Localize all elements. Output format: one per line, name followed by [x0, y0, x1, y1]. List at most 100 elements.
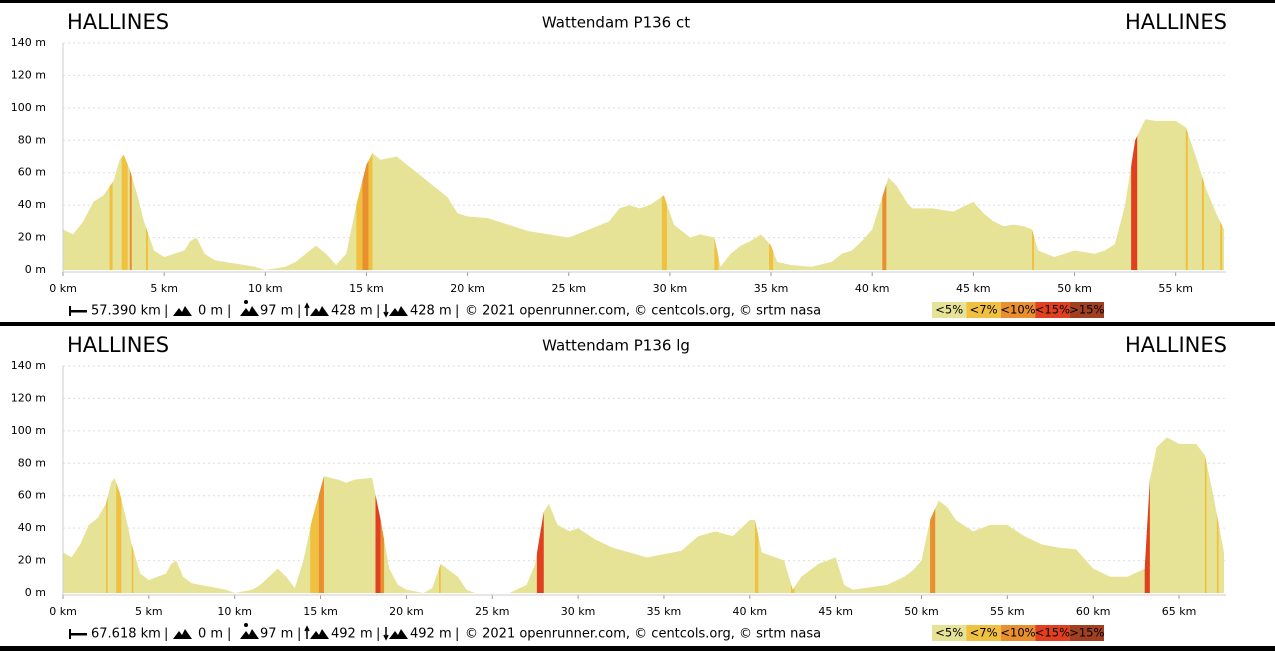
credit: © 2021 openrunner.com, © centcols.org, ©… — [465, 304, 821, 319]
y-tick-label: 120 m — [11, 391, 46, 404]
start-label: HALLINES — [67, 333, 169, 357]
legend-label: <15% — [1035, 626, 1070, 640]
legend-swatch — [932, 302, 967, 318]
icon-part — [304, 302, 310, 316]
icon — [69, 306, 87, 316]
legend-label: <5% — [935, 303, 963, 317]
x-tick-label: 45 km — [818, 605, 853, 618]
icon-part — [304, 625, 310, 639]
grade-section — [368, 149, 373, 270]
grade-section — [661, 192, 667, 270]
legend-label: <7% — [970, 626, 998, 640]
credit: © 2021 openrunner.com, © centcols.org, ©… — [465, 627, 821, 642]
grade-section — [882, 180, 887, 270]
separator: | — [455, 627, 459, 642]
y-tick-label: 120 m — [11, 68, 46, 81]
grade-section — [930, 504, 936, 593]
grade-section — [1204, 451, 1207, 593]
border — [0, 322, 1275, 326]
min-elevation: 0 m — [198, 627, 223, 642]
icon-part — [310, 629, 329, 639]
grade-section — [131, 540, 134, 593]
y-tick-label: 20 m — [18, 554, 46, 567]
icon-part — [240, 306, 259, 316]
separator: | — [227, 627, 231, 642]
grade-section — [1201, 171, 1204, 270]
legend-label: <15% — [1035, 303, 1070, 317]
icon-part — [383, 304, 389, 318]
grade-section — [1185, 123, 1188, 270]
icon-part — [69, 633, 87, 636]
grade-section — [362, 156, 369, 270]
icon-part — [389, 306, 408, 316]
grade-section — [1216, 510, 1219, 593]
max-elevation: 97 m — [260, 627, 293, 642]
x-tick-label: 10 km — [217, 605, 252, 618]
y-tick-label: 80 m — [18, 456, 46, 469]
x-tick-label: 0 km — [49, 282, 77, 295]
grade-section — [714, 233, 719, 270]
end-label: HALLINES — [1125, 333, 1227, 357]
x-tick-label: 30 km — [653, 282, 688, 295]
legend-label: >15% — [1069, 303, 1104, 317]
separator: | — [376, 627, 380, 642]
grade-section — [1131, 132, 1138, 270]
grade-section — [380, 516, 385, 593]
grade-section — [121, 153, 128, 270]
icon — [304, 625, 329, 639]
climb: 492 m — [331, 627, 373, 642]
icon-part — [389, 629, 408, 639]
x-tick-label: 40 km — [855, 282, 890, 295]
grade-section — [536, 507, 544, 593]
separator: | — [297, 627, 301, 642]
grade-section — [754, 516, 759, 593]
legend-label: <10% — [1000, 303, 1035, 317]
y-tick-label: 20 m — [18, 231, 46, 244]
border — [0, 0, 1275, 3]
x-tick-label: 10 km — [248, 282, 283, 295]
x-tick-label: 30 km — [561, 605, 596, 618]
grade-section — [791, 579, 795, 593]
grade-section — [769, 239, 774, 270]
grade-section — [439, 559, 441, 593]
x-tick-label: 20 km — [450, 282, 485, 295]
x-tick-label: 5 km — [150, 282, 178, 295]
icon-part — [310, 306, 329, 316]
separator: | — [227, 304, 231, 319]
grade-section — [116, 478, 122, 593]
icon-part — [173, 629, 192, 639]
x-tick-label: 25 km — [551, 282, 586, 295]
icon — [383, 627, 408, 641]
y-tick-label: 140 m — [11, 359, 46, 372]
separator: | — [297, 304, 301, 319]
x-tick-label: 15 km — [349, 282, 384, 295]
icon — [304, 302, 329, 316]
y-tick-label: 40 m — [18, 521, 46, 534]
grade-section — [129, 165, 132, 270]
y-tick-label: 60 m — [18, 489, 46, 502]
separator: | — [164, 627, 168, 642]
climb: 428 m — [331, 304, 373, 319]
icon-part — [69, 310, 87, 313]
legend-swatch — [1035, 302, 1070, 318]
separator: | — [164, 304, 168, 319]
legend-swatch — [932, 625, 967, 641]
min-elevation: 0 m — [198, 304, 223, 319]
max-elevation: 97 m — [260, 304, 293, 319]
x-tick-label: 5 km — [135, 605, 163, 618]
grade-section — [1220, 217, 1223, 270]
legend-label: <10% — [1000, 626, 1035, 640]
elevation-area — [63, 437, 1224, 593]
icon — [240, 300, 259, 316]
y-tick-label: 100 m — [11, 424, 46, 437]
icon-part — [173, 306, 192, 316]
icon — [383, 304, 408, 318]
profile: HALLINES HALLINES Wattendam P136 ct 0 m 20 m… — [11, 10, 1227, 319]
descent: 492 m — [410, 627, 452, 642]
grade-section — [1032, 225, 1035, 270]
icon-part — [240, 629, 259, 639]
legend-swatch — [1069, 625, 1104, 641]
grade-section — [310, 491, 319, 593]
y-tick-label: 60 m — [18, 166, 46, 179]
